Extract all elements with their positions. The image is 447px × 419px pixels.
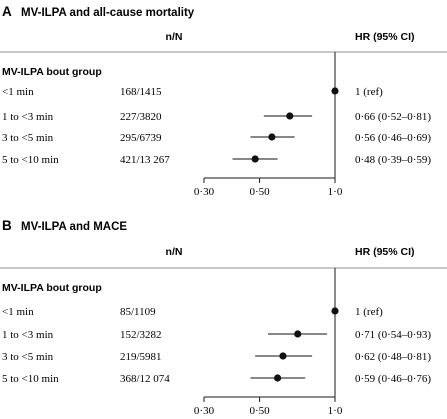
panel-a-tick-label: 1·0	[328, 186, 343, 198]
panel-a-row-hr: 0·66 (0·52–0·81)	[355, 111, 431, 123]
panel-a: A MV-ILPA and all-cause mortality n/N HR…	[0, 4, 447, 198]
panel-b-row-hr: 1 (ref)	[355, 306, 383, 318]
panel-b-row: 1 to <3 min 152/3282 0·71 (0·54–0·93)	[2, 329, 431, 341]
panel-b-point-estimate	[273, 374, 282, 382]
panel-a-point-estimate	[251, 155, 259, 163]
panel-a-row-n: 168/1415	[120, 86, 162, 98]
panel-a-hr-header: HR (95% CI)	[355, 31, 415, 43]
panel-a-title: MV-ILPA and all-cause mortality	[21, 7, 195, 19]
panel-b-title: MV-ILPA and MACE	[21, 221, 127, 233]
panel-a-tick-label: 0·30	[194, 186, 215, 198]
panel-b: B MV-ILPA and MACE n/N HR (95% CI) MV-IL…	[0, 218, 447, 417]
panel-a-row-label: 1 to <3 min	[2, 111, 54, 123]
panel-b-tick-label: 0·50	[249, 405, 270, 417]
panel-a-point-estimate	[331, 87, 339, 95]
panel-b-row-label: 5 to <10 min	[2, 373, 59, 385]
panel-b-point-estimate	[279, 352, 287, 360]
panel-a-point-estimate	[286, 112, 294, 120]
panel-b-row-hr: 0·62 (0·48–0·81)	[355, 351, 431, 363]
panel-b-row: 5 to <10 min 368/12 074 0·59 (0·46–0·76)	[2, 373, 431, 385]
panel-a-letter: A	[2, 4, 12, 19]
panel-a-row: 3 to <5 min 295/6739 0·56 (0·46–0·69)	[2, 132, 431, 144]
panel-b-row-n: 368/12 074	[120, 373, 170, 385]
panel-b-point-estimate	[294, 330, 302, 338]
panel-a-row-label: 5 to <10 min	[2, 154, 59, 166]
panel-b-row-hr: 0·59 (0·46–0·76)	[355, 373, 431, 385]
panel-b-row: 3 to <5 min 219/5981 0·62 (0·48–0·81)	[2, 351, 431, 363]
panel-a-row-label: 3 to <5 min	[2, 132, 54, 144]
panel-a-row-n: 421/13 267	[120, 154, 170, 166]
panel-b-tick-label: 0·30	[194, 405, 215, 417]
panel-b-row-label: <1 min	[2, 306, 34, 318]
panel-b-row-hr: 0·71 (0·54–0·93)	[355, 329, 431, 341]
panel-a-n-header: n/N	[166, 31, 183, 43]
panel-b-group-label: MV-ILPA bout group	[2, 282, 102, 294]
panel-b-row-label: 1 to <3 min	[2, 329, 54, 341]
panel-a-tick-label: 0·50	[249, 186, 270, 198]
panel-b-row-label: 3 to <5 min	[2, 351, 54, 363]
panel-b-point-estimate	[331, 307, 339, 315]
panel-a-row-n: 227/3820	[120, 111, 162, 123]
panel-a-row: 5 to <10 min 421/13 267 0·48 (0·39–0·59)	[2, 154, 431, 166]
panel-a-row-hr: 1 (ref)	[355, 86, 383, 98]
panel-a-row-label: <1 min	[2, 86, 34, 98]
panel-a-row: <1 min 168/1415 1 (ref)	[2, 86, 383, 98]
panel-b-plot-area	[203, 268, 339, 402]
panel-b-letter: B	[2, 218, 12, 233]
panel-a-point-estimate	[268, 133, 276, 141]
panel-b-n-header: n/N	[166, 246, 183, 258]
panel-b-row-n: 85/1109	[120, 306, 156, 318]
panel-a-row-n: 295/6739	[120, 132, 162, 144]
panel-a-row: 1 to <3 min 227/3820 0·66 (0·52–0·81)	[2, 111, 431, 123]
panel-b-hr-header: HR (95% CI)	[355, 246, 415, 258]
panel-a-group-label: MV-ILPA bout group	[2, 66, 102, 78]
panel-b-row: <1 min 85/1109 1 (ref)	[2, 306, 383, 318]
panel-b-row-n: 152/3282	[120, 329, 162, 341]
panel-b-tick-label: 1·0	[328, 405, 343, 417]
panel-a-row-hr: 0·56 (0·46–0·69)	[355, 132, 431, 144]
panel-a-plot-area	[203, 52, 339, 183]
panel-b-row-n: 219/5981	[120, 351, 162, 363]
panel-a-row-hr: 0·48 (0·39–0·59)	[355, 154, 431, 166]
